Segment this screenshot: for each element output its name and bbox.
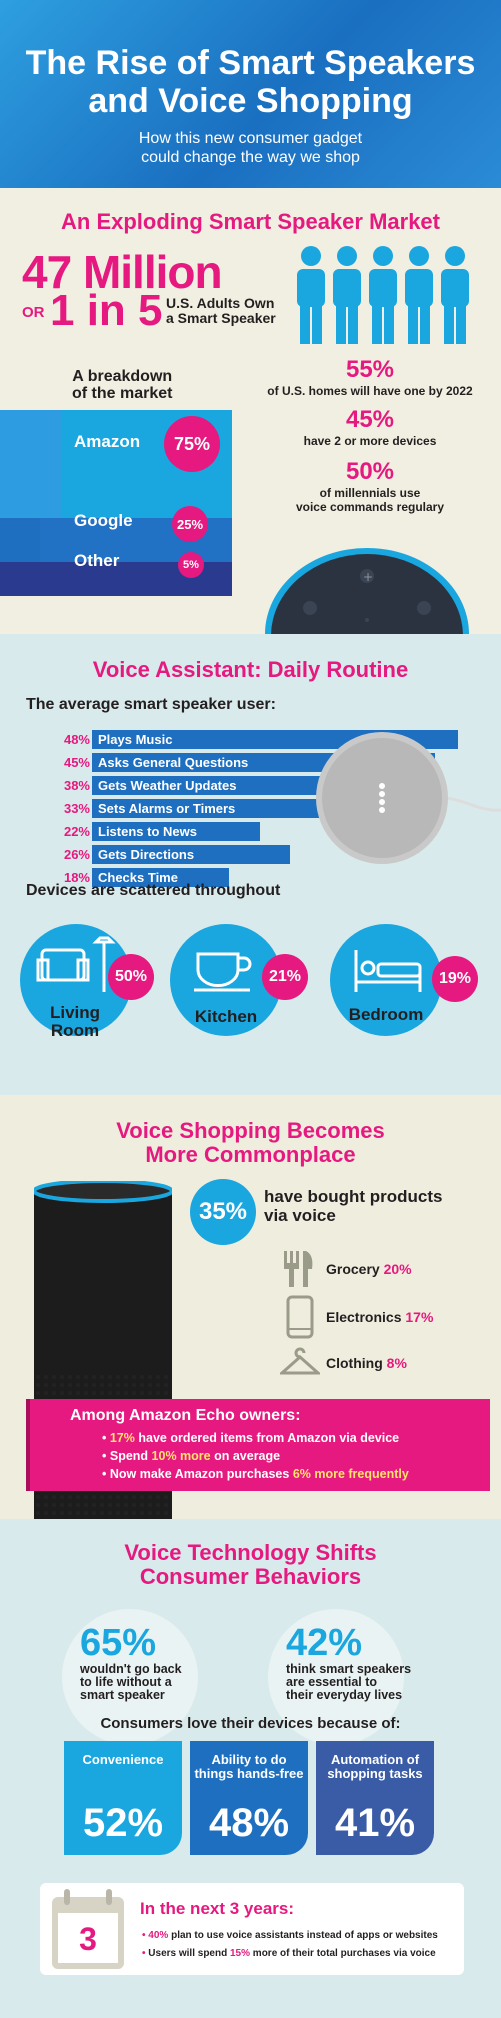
task-pct: 38% <box>63 778 90 793</box>
share-other-pct: 5% <box>178 552 204 578</box>
stair-google-side <box>0 518 40 562</box>
behaviors-title: Voice Technology Shifts Consumer Behavior… <box>124 1540 377 1589</box>
share-google-label: Google <box>74 511 133 530</box>
couch-icon <box>36 936 116 992</box>
room-living-label: Living Room <box>49 1003 101 1040</box>
stair-amazon-side <box>0 410 62 518</box>
task-pct: 22% <box>63 824 90 839</box>
market-share-chart <box>0 410 232 596</box>
room-kitchen-pct: 21% <box>262 954 308 1000</box>
task-pct: 26% <box>63 847 90 862</box>
task-bar: Gets Directions <box>92 845 290 864</box>
reason-card-handsfree: Ability to do things hands-free 48% <box>190 1741 308 1855</box>
stat-42: 42% think smart speakers are essential to… <box>286 1622 412 1702</box>
reason-card-automation: Automation of shopping tasks 41% <box>316 1741 434 1855</box>
google-home-mini-icon <box>316 732 501 864</box>
bed-icon <box>354 950 422 992</box>
phone-icon <box>286 1295 314 1339</box>
market-section: An Exploding Smart Speaker Market 47 Mil… <box>0 188 501 634</box>
market-title: An Exploding Smart Speaker Market <box>61 209 440 234</box>
stat-millennials: 50% of millennials use voice commands reg… <box>295 458 445 514</box>
or-label: OR <box>22 304 45 321</box>
task-bar: Sets Alarms or Timers <box>92 799 344 818</box>
adults-text: U.S. Adults Own a Smart Speaker <box>166 295 276 326</box>
stat-65: 65% wouldn't go back to life without a sma… <box>80 1622 182 1702</box>
share-other-label: Other <box>74 551 120 570</box>
big-number: 47 Million <box>22 246 223 298</box>
svg-text:+: + <box>363 570 373 584</box>
room-bedroom-label: Bedroom <box>348 1005 424 1024</box>
shopping-section: Voice Shopping Becomes More Commonplace 3… <box>0 1095 501 1519</box>
next-years-box: 3 In the next 3 years: • 40% plan to use… <box>40 1883 464 1975</box>
echo-owners-title: Among Amazon Echo owners: <box>70 1407 301 1424</box>
category-clothing: Clothing 8% <box>326 1355 407 1371</box>
share-google-pct: 25% <box>172 506 208 542</box>
page-title: The Rise of Smart Speakers and Voice Shop… <box>25 44 476 120</box>
echo-bullet-2: • Spend 10% more on average <box>102 1449 281 1463</box>
task-pct: 45% <box>63 755 90 770</box>
room-living-pct: 50% <box>108 954 154 1000</box>
echo-dot-icon: + <box>265 548 469 634</box>
header-banner: The Rise of Smart Speakers and Voice Shop… <box>0 0 501 188</box>
share-amazon-pct: 75% <box>164 416 220 472</box>
category-grocery: Grocery 20% <box>326 1261 412 1277</box>
task-pct: 48% <box>63 732 90 747</box>
big-stat: 47 Million <box>22 246 223 298</box>
bought-pct: 35% <box>190 1179 256 1245</box>
routine-subtitle: The average smart speaker user: <box>26 696 276 713</box>
shopping-title: Voice Shopping Becomes More Commonplace <box>116 1118 385 1167</box>
calendar-number: 3 <box>79 1921 97 1957</box>
reason-card-convenience: Convenience 52% <box>64 1741 182 1855</box>
stat-circle-right <box>268 1609 404 1745</box>
echo-bullet-1: • 17% have ordered items from Amazon via… <box>102 1431 400 1445</box>
people-icons <box>294 246 474 346</box>
utensils-icon <box>284 1251 313 1287</box>
next-bullet-2: • Users will spend 15% more of their tot… <box>142 1948 436 1959</box>
category-electronics: Electronics 17% <box>326 1309 434 1325</box>
room-bedroom-pct: 19% <box>432 956 478 1002</box>
task-bar: Checks Time <box>92 868 229 887</box>
task-bar: Gets Weather Updates <box>92 776 382 795</box>
task-pct: 18% <box>63 870 90 885</box>
bought-text: have bought products via voice <box>264 1187 443 1225</box>
next-years-title: In the next 3 years: <box>140 1899 295 1918</box>
love-title: Consumers love their devices because of: <box>100 1715 401 1732</box>
breakdown-label: A breakdown of the market <box>72 368 173 402</box>
echo-owners-box: Among Amazon Echo owners: • 17% have ord… <box>26 1399 490 1491</box>
next-bullet-1: • 40% plan to use voice assistants inste… <box>142 1930 438 1941</box>
stat-circle-left <box>62 1609 198 1745</box>
behaviors-section: Voice Technology Shifts Consumer Behavior… <box>0 1519 501 2018</box>
stat-devices: 45% have 2 or more devices <box>303 406 437 448</box>
people-icon <box>297 246 469 344</box>
task-pct: 33% <box>63 801 90 816</box>
routine-title: Voice Assistant: Daily Routine <box>92 657 409 682</box>
room-bedroom <box>330 924 442 1036</box>
page-subtitle: How this new consumer gadget could change… <box>138 130 363 166</box>
calendar-icon <box>52 1889 124 1969</box>
devices-title: Devices are scattered throughout <box>26 882 281 899</box>
echo-bullet-3: • Now make Amazon purchases 6% more freq… <box>102 1467 409 1481</box>
share-amazon-label: Amazon <box>74 432 141 451</box>
one-in-five: 1 in 5 <box>50 286 163 335</box>
stat-homes: 55% of U.S. homes will have one by 2022 <box>267 356 473 398</box>
routine-section: Voice Assistant: Daily Routine The avera… <box>0 634 501 1095</box>
task-bar: Listens to News <box>92 822 260 841</box>
hanger-icon <box>280 1347 320 1375</box>
room-kitchen-label: Kitchen <box>194 1007 258 1026</box>
cup-icon <box>194 952 252 992</box>
